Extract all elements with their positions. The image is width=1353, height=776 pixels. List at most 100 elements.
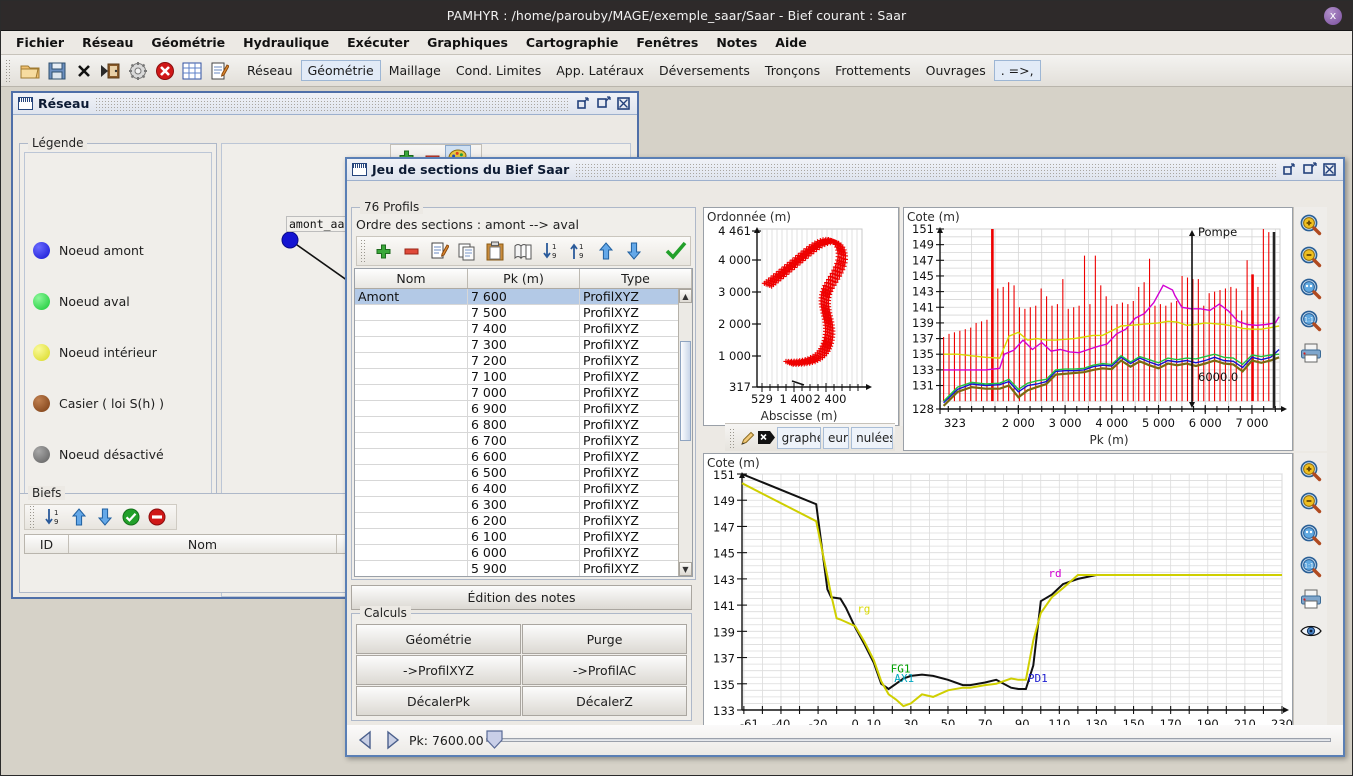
table-row[interactable]: 7 100 ProfilXYZ [355, 369, 692, 385]
scroll-up-icon[interactable]: ▲ [679, 289, 692, 303]
toolbar-grip[interactable] [5, 58, 12, 83]
validate-icon[interactable] [662, 238, 690, 264]
toolbar-tab-maillage[interactable]: Maillage [388, 63, 441, 78]
run-exit-icon[interactable] [98, 58, 124, 84]
toolbar-tab-geometrie[interactable]: Géométrie [300, 60, 381, 81]
zoom-in-icon[interactable] [1296, 456, 1326, 486]
tabstrip-grip[interactable] [729, 427, 735, 448]
table-row[interactable]: Amont 7 600 ProfilXYZ [355, 289, 692, 305]
scrollbar-thumb[interactable] [680, 341, 691, 441]
zoom-reset-icon[interactable]: 1:1 [1296, 306, 1326, 336]
toolbar-tab-arrow[interactable]: . =>, [993, 60, 1041, 81]
open-folder-icon[interactable] [17, 58, 43, 84]
menu-aide[interactable]: Aide [775, 35, 807, 50]
table-row[interactable]: 6 500 ProfilXYZ [355, 465, 692, 481]
toolbar-tab-deversements[interactable]: Déversements [658, 63, 750, 78]
zoom-out-icon[interactable] [1296, 488, 1326, 518]
close-icon[interactable]: x [1324, 7, 1342, 25]
paste-icon[interactable] [481, 238, 509, 264]
table-row[interactable]: 7 300 ProfilXYZ [355, 337, 692, 353]
move-down-icon[interactable] [92, 504, 118, 530]
duplicate-icon[interactable] [509, 238, 537, 264]
close-icon[interactable] [1322, 162, 1338, 177]
table-row[interactable]: 7 500 ProfilXYZ [355, 305, 692, 321]
menu-executer[interactable]: Exécuter [347, 35, 410, 50]
maximize-icon[interactable] [596, 96, 612, 111]
table-row[interactable]: 7 200 ProfilXYZ [355, 353, 692, 369]
calc-to-profilxyz-button[interactable]: ->ProfilXYZ [356, 655, 521, 685]
table-row[interactable]: 6 800 ProfilXYZ [355, 417, 692, 433]
restore-icon[interactable] [576, 96, 592, 111]
delete-tag-icon[interactable] [757, 427, 777, 449]
print-icon[interactable] [1296, 584, 1326, 614]
disable-icon[interactable] [144, 504, 170, 530]
menu-cartographie[interactable]: Cartographie [525, 35, 619, 50]
profils-scrollbar[interactable]: ▲ ▼ [678, 289, 692, 576]
calc-decalerpk-button[interactable]: DécalerPk [356, 686, 521, 716]
menu-reseau[interactable]: Réseau [82, 35, 134, 50]
edition-notes-button[interactable]: Édition des notes [351, 585, 692, 610]
save-disk-icon[interactable] [44, 58, 70, 84]
maximize-icon[interactable] [1302, 162, 1318, 177]
table-row[interactable]: 6 300 ProfilXYZ [355, 497, 692, 513]
table-row[interactable]: 5 900 ProfilXYZ [355, 561, 692, 576]
calc-geometrie-button[interactable]: Géométrie [356, 624, 521, 654]
tab-nulees[interactable]: nulées [851, 426, 893, 449]
prev-icon[interactable] [353, 727, 379, 753]
toolbar-tab-app-lateraux[interactable]: App. Latéraux [556, 63, 644, 78]
longitudinal-chart[interactable]: Cote (m) 1281311331351371391411431451471… [904, 208, 1292, 450]
copy-icon[interactable] [453, 238, 481, 264]
calc-decalerz-button[interactable]: DécalerZ [522, 686, 687, 716]
table-row[interactable]: 6 600 ProfilXYZ [355, 449, 692, 465]
menu-fichier[interactable]: Fichier [16, 35, 65, 50]
profils-table[interactable]: Nom Pk (m) Type Amont 7 600 ProfilXYZ 7 500… [354, 268, 693, 577]
table-row[interactable]: 6 200 ProfilXYZ [355, 513, 692, 529]
next-icon[interactable] [379, 727, 405, 753]
sections-titlebar[interactable]: Jeu de sections du Bief Saar [347, 159, 1343, 181]
gear-icon[interactable] [125, 58, 151, 84]
pk-slider[interactable] [485, 730, 1331, 749]
slider-thumb[interactable] [486, 730, 503, 749]
cross-section-chart[interactable]: Cote (m) 133135137139141143145147149151 … [704, 454, 1293, 752]
toolbar-tab-reseau[interactable]: Réseau [247, 63, 293, 78]
move-down-icon[interactable] [620, 238, 648, 264]
table-row[interactable]: 6 700 ProfilXYZ [355, 433, 692, 449]
edit-note-icon[interactable] [206, 58, 232, 84]
table-row[interactable]: 6 000 ProfilXYZ [355, 545, 692, 561]
reseau-titlebar[interactable]: Réseau [13, 93, 637, 115]
close-x-icon[interactable] [71, 58, 97, 84]
print-icon[interactable] [1296, 338, 1326, 368]
tab-graphe[interactable]: graphe [776, 426, 821, 449]
scroll-down-icon[interactable]: ▼ [679, 562, 692, 576]
toolbar-tab-frottements[interactable]: Frottements [835, 63, 911, 78]
remove-icon[interactable] [397, 238, 425, 264]
table-row[interactable]: 6 900 ProfilXYZ [355, 401, 692, 417]
edit-icon[interactable] [425, 238, 453, 264]
grid-table-icon[interactable] [179, 58, 205, 84]
biefs-toolbar-grip[interactable] [29, 505, 36, 529]
enable-icon[interactable] [118, 504, 144, 530]
menu-hydraulique[interactable]: Hydraulique [243, 35, 330, 50]
menu-fenetres[interactable]: Fenêtres [636, 35, 699, 50]
tab-eur[interactable]: eur [822, 426, 850, 449]
zoom-in-icon[interactable] [1296, 210, 1326, 240]
plan-view-chart[interactable]: Ordonnée (m) [704, 208, 898, 425]
table-row[interactable]: 6 400 ProfilXYZ [355, 481, 692, 497]
stop-error-icon[interactable] [152, 58, 178, 84]
move-up-icon[interactable] [66, 504, 92, 530]
zoom-out-icon[interactable] [1296, 242, 1326, 272]
zoom-fit-icon[interactable] [1296, 520, 1326, 550]
add-icon[interactable] [370, 238, 398, 264]
zoom-reset-icon[interactable]: 1:1 [1296, 552, 1326, 582]
table-row[interactable]: 6 100 ProfilXYZ [355, 529, 692, 545]
toolbar-tab-cond-limites[interactable]: Cond. Limites [455, 63, 542, 78]
toolbar-tab-ouvrages[interactable]: Ouvrages [925, 63, 986, 78]
calc-to-profilac-button[interactable]: ->ProfilAC [522, 655, 687, 685]
toolbar-tab-troncons[interactable]: Tronçons [764, 63, 821, 78]
restore-icon[interactable] [1282, 162, 1298, 177]
pencil-icon[interactable] [739, 427, 757, 449]
table-row[interactable]: 7 400 ProfilXYZ [355, 321, 692, 337]
menu-notes[interactable]: Notes [716, 35, 758, 50]
